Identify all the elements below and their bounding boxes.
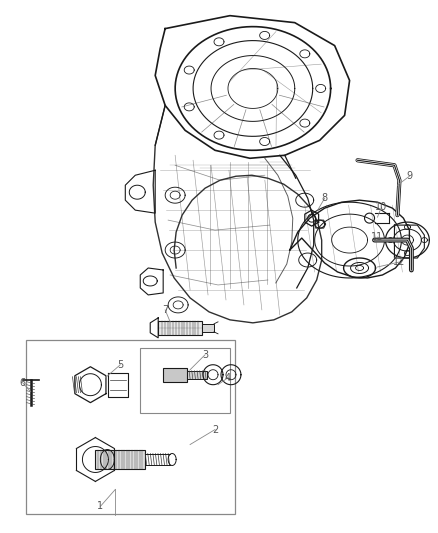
Text: 5: 5 [117, 360, 124, 370]
Text: 11: 11 [371, 232, 384, 242]
Bar [25, 340, 235, 514]
Text: 6: 6 [20, 378, 26, 387]
Text: 9: 9 [406, 171, 413, 181]
Bar [187, 371, 207, 379]
Text: 3: 3 [202, 350, 208, 360]
Text: 1: 1 [97, 502, 103, 511]
Bar [163, 368, 187, 382]
Text: 2: 2 [212, 425, 218, 434]
Bar [202, 324, 214, 332]
Text: 12: 12 [393, 257, 406, 267]
Bar [140, 348, 230, 413]
Bar [95, 449, 145, 470]
Bar [158, 321, 202, 335]
Text: 8: 8 [321, 193, 328, 203]
Text: 10: 10 [375, 202, 388, 212]
Text: 4: 4 [225, 373, 231, 383]
Text: 7: 7 [162, 305, 168, 315]
